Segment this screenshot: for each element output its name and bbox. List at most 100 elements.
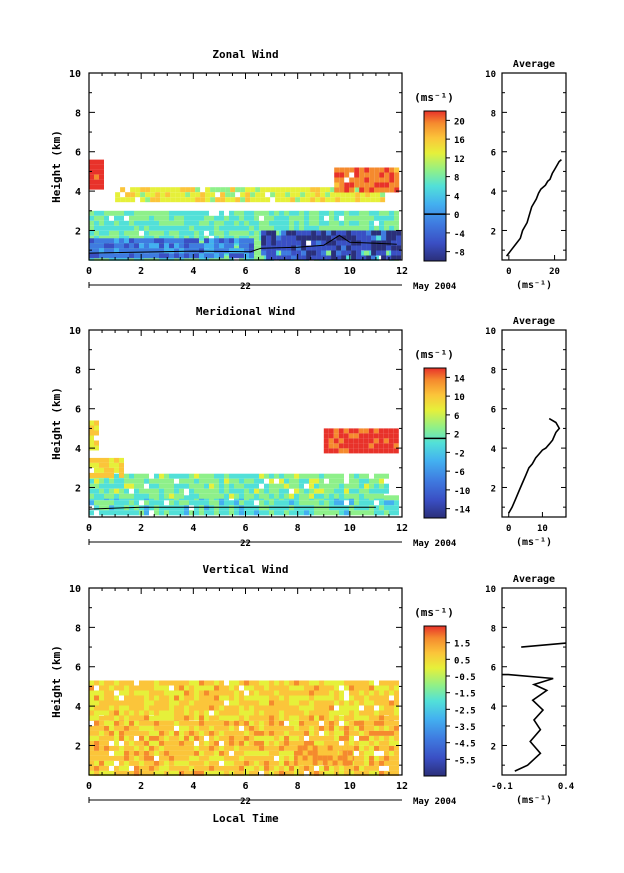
heatmap-cell-4 (358, 428, 364, 434)
heatmap-cell-2 (114, 248, 119, 254)
heatmap-cell-1 (99, 215, 104, 221)
heatmap-cell-1 (224, 725, 229, 731)
heatmap-cell-1 (149, 765, 154, 771)
heatmap-cell-1 (94, 505, 99, 511)
heatmap-cell-1 (99, 730, 104, 736)
heatmap-cell-2 (174, 473, 179, 479)
heatmap-cell-2 (169, 690, 174, 696)
heatmap-cell-3 (336, 245, 342, 251)
heatmap-cell-2 (194, 243, 199, 249)
heatmap-cell-1 (379, 510, 384, 516)
heatmap-cell-1 (139, 210, 144, 216)
heatmap-cell-1 (194, 230, 199, 236)
heatmap-cell-1 (99, 720, 104, 726)
heatmap-cell-1 (189, 720, 194, 726)
heatmap-cell-2 (139, 715, 144, 721)
heatmap-cell-1 (204, 505, 209, 511)
heatmap-cell-1 (124, 720, 129, 726)
heatmap-cell-2 (279, 680, 284, 686)
y-axis-label: Height (km) (50, 645, 63, 718)
heatmap-cell-2 (289, 705, 294, 711)
heatmap-cell-1 (134, 210, 139, 216)
heatmap-cell-2 (174, 248, 179, 254)
heatmap-cell-1 (394, 505, 399, 511)
heatmap-cell-1 (259, 500, 264, 506)
heatmap-cell-2 (364, 488, 369, 494)
heatmap-cell-1 (169, 720, 174, 726)
heatmap-cell-4 (330, 197, 336, 203)
heatmap-cell-2 (179, 710, 184, 716)
heatmap-cell-2 (274, 493, 279, 499)
heatmap-cell-1 (254, 755, 259, 761)
heatmap-cell-2 (129, 680, 134, 686)
heatmap-cell-4 (290, 187, 296, 193)
heatmap-cell-3 (302, 755, 308, 761)
heatmap-cell-1 (159, 215, 164, 221)
heatmap-cell-1 (374, 505, 379, 511)
heatmap-cell-1 (179, 740, 184, 746)
heatmap-cell-1 (129, 220, 134, 226)
heatmap-cell-4 (348, 448, 354, 454)
heatmap-cell-1 (264, 770, 269, 776)
heatmap-cell-2 (369, 478, 374, 484)
heatmap-cell-1 (324, 210, 329, 216)
heatmap-cell-4 (270, 192, 276, 198)
heatmap-cell-4 (335, 192, 341, 198)
heatmap-cell-1 (244, 225, 249, 231)
heatmap-cell-3 (281, 235, 287, 241)
heatmap-cell-1 (379, 770, 384, 776)
heatmap-cell-2 (229, 253, 234, 259)
heatmap-cell-2 (304, 700, 309, 706)
heatmap-cell-2 (234, 680, 239, 686)
heatmap-cell-2 (134, 253, 139, 259)
heatmap-cell-1 (269, 740, 274, 746)
heatmap-cell-1 (154, 750, 159, 756)
heatmap-cell-1 (364, 735, 369, 741)
heatmap-cell-1 (209, 755, 214, 761)
heatmap-cell-3 (376, 245, 382, 251)
heatmap-cell-1 (284, 765, 289, 771)
heatmap-cell-2 (319, 705, 324, 711)
heatmap-cell-1 (234, 505, 239, 511)
heatmap-cell-1 (254, 210, 259, 216)
heatmap-cell-3 (312, 755, 318, 761)
heatmap-cell-2 (134, 473, 139, 479)
heatmap-cell-3 (286, 245, 292, 251)
heatmap-cell-1 (369, 740, 374, 746)
heatmap-cell-1 (129, 735, 134, 741)
heatmap-cell-2 (314, 478, 319, 484)
heatmap-cell-1 (134, 730, 139, 736)
heatmap-cell-5 (374, 172, 380, 178)
heatmap-cell-1 (214, 740, 219, 746)
heatmap-cell-1 (234, 220, 239, 226)
heatmap-cell-1 (124, 765, 129, 771)
heatmap-cell-2 (119, 483, 124, 489)
heatmap-cell-3 (316, 240, 322, 246)
profile-upper-segment (521, 642, 567, 648)
heatmap-cell-2 (274, 695, 279, 701)
heatmap-cell-2 (294, 710, 299, 716)
heatmap-cell-1 (269, 720, 274, 726)
heatmap-cell-1 (189, 730, 194, 736)
colorbar (423, 625, 447, 777)
heatmap-cell-4 (190, 192, 196, 198)
heatmap-cell-1 (134, 760, 139, 766)
heatmap-cell-3 (317, 755, 323, 761)
heatmap-cell-1 (389, 740, 394, 746)
heatmap-cell-2 (319, 695, 324, 701)
heatmap-cell-6 (99, 164, 104, 170)
profile-y-tick-label: 4 (491, 703, 497, 713)
heatmap-cell-2 (349, 478, 354, 484)
heatmap-cell-2 (139, 483, 144, 489)
heatmap-cell-1 (149, 500, 154, 506)
heatmap-cell-2 (294, 488, 299, 494)
heatmap-cell-1 (364, 745, 369, 751)
heatmap-cell-1 (354, 765, 359, 771)
heatmap-cell-1 (209, 770, 214, 776)
heatmap-cell-1 (359, 500, 364, 506)
heatmap-cell-2 (99, 483, 104, 489)
heatmap-cell-2 (109, 710, 114, 716)
heatmap-cell-4 (368, 438, 374, 444)
heatmap-cell-1 (159, 740, 164, 746)
heatmap-cell-1 (309, 725, 314, 731)
